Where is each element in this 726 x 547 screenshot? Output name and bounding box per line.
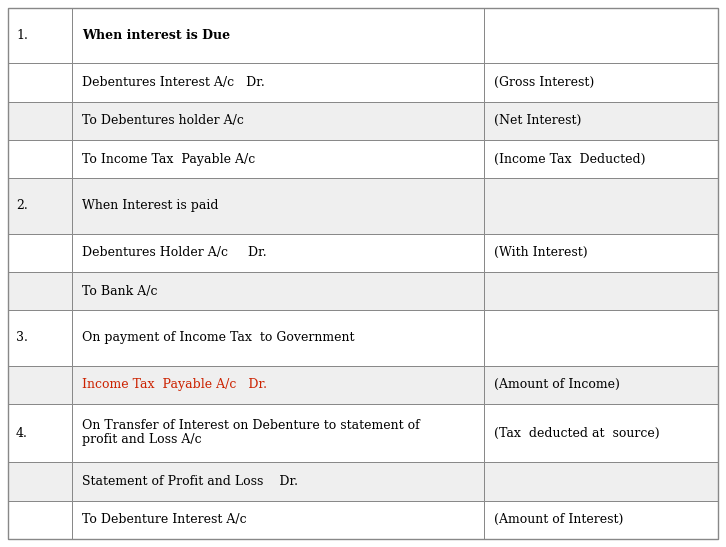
Text: (Net Interest): (Net Interest) <box>494 114 581 127</box>
Bar <box>8 102 72 140</box>
Text: (With Interest): (With Interest) <box>494 246 587 259</box>
Bar <box>484 272 718 310</box>
Bar <box>8 140 72 178</box>
Bar <box>484 501 718 539</box>
Bar <box>484 462 718 501</box>
Text: 2.: 2. <box>16 200 28 212</box>
Bar <box>484 63 718 102</box>
Bar <box>8 8 72 63</box>
Bar <box>484 404 718 462</box>
Bar <box>484 310 718 366</box>
Text: When interest is Due: When interest is Due <box>82 29 230 42</box>
Bar <box>484 140 718 178</box>
Text: Debentures Holder A/c     Dr.: Debentures Holder A/c Dr. <box>82 246 266 259</box>
Text: (Amount of Interest): (Amount of Interest) <box>494 513 623 526</box>
Text: On Transfer of Interest on Debenture to statement of: On Transfer of Interest on Debenture to … <box>82 420 420 433</box>
Bar <box>72 140 484 178</box>
Text: Debentures Interest A/c   Dr.: Debentures Interest A/c Dr. <box>82 76 265 89</box>
Bar <box>8 63 72 102</box>
Text: 4.: 4. <box>16 427 28 440</box>
Bar <box>484 366 718 404</box>
Bar <box>8 310 72 366</box>
Bar <box>72 501 484 539</box>
Bar <box>72 8 484 63</box>
Bar <box>72 310 484 366</box>
Text: Statement of Profit and Loss    Dr.: Statement of Profit and Loss Dr. <box>82 475 298 488</box>
Text: 1.: 1. <box>16 29 28 42</box>
Bar <box>72 404 484 462</box>
Text: When Interest is paid: When Interest is paid <box>82 200 219 212</box>
Text: To Debentures holder A/c: To Debentures holder A/c <box>82 114 244 127</box>
Bar <box>484 8 718 63</box>
Text: (Income Tax  Deducted): (Income Tax Deducted) <box>494 153 645 166</box>
Bar <box>484 102 718 140</box>
Bar <box>8 404 72 462</box>
Bar <box>8 366 72 404</box>
Text: (Gross Interest): (Gross Interest) <box>494 76 594 89</box>
Text: profit and Loss A/c: profit and Loss A/c <box>82 433 202 446</box>
Text: To Debenture Interest A/c: To Debenture Interest A/c <box>82 513 247 526</box>
Bar <box>8 178 72 234</box>
Text: (Amount of Income): (Amount of Income) <box>494 379 619 391</box>
Bar <box>484 234 718 272</box>
Bar <box>8 234 72 272</box>
Bar <box>72 272 484 310</box>
Bar <box>72 63 484 102</box>
Bar <box>8 501 72 539</box>
Bar <box>72 234 484 272</box>
Text: To Income Tax  Payable A/c: To Income Tax Payable A/c <box>82 153 255 166</box>
Bar <box>484 178 718 234</box>
Bar <box>8 272 72 310</box>
Text: (Tax  deducted at  source): (Tax deducted at source) <box>494 427 659 440</box>
Text: On payment of Income Tax  to Government: On payment of Income Tax to Government <box>82 331 354 345</box>
Text: 3.: 3. <box>16 331 28 345</box>
Bar <box>72 366 484 404</box>
Text: To Bank A/c: To Bank A/c <box>82 284 158 298</box>
Text: Income Tax  Payable A/c   Dr.: Income Tax Payable A/c Dr. <box>82 379 267 391</box>
Bar <box>72 102 484 140</box>
Bar <box>72 178 484 234</box>
Bar <box>72 462 484 501</box>
Bar <box>8 462 72 501</box>
